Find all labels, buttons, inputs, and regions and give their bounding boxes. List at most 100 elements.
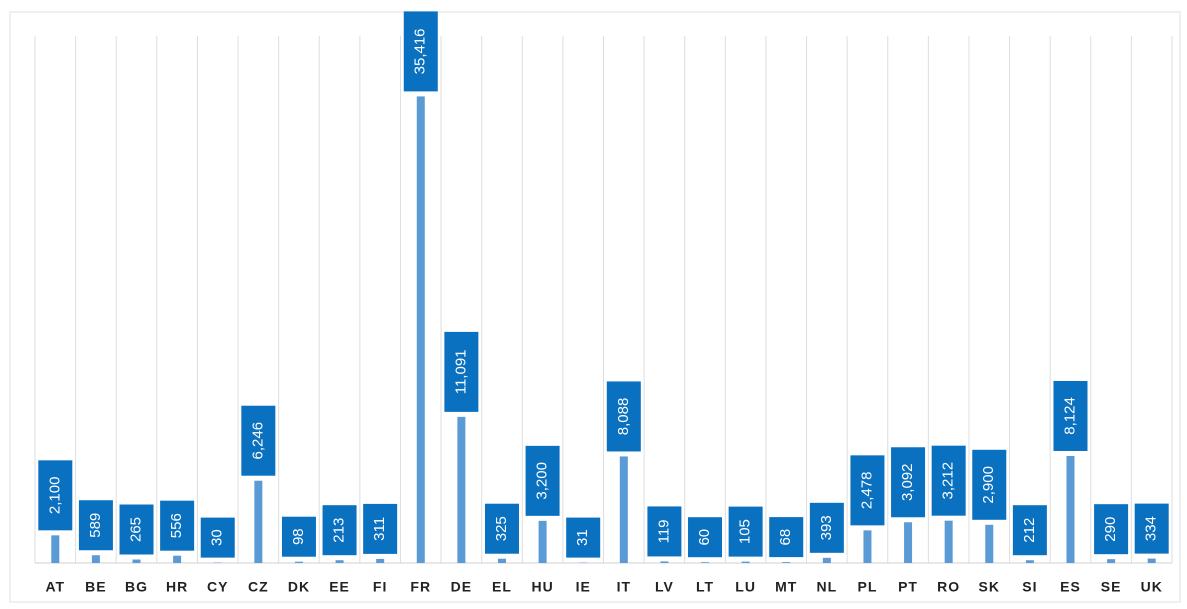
value-label: 119 <box>655 519 672 543</box>
value-label: 35,416 <box>412 28 429 74</box>
x-tick-label: BG <box>125 579 148 595</box>
label-box <box>241 405 276 476</box>
bar <box>904 522 913 563</box>
label-box <box>850 455 885 526</box>
x-tick-label: PL <box>858 579 878 595</box>
chart-border <box>9 11 1181 603</box>
x-tick-label: MT <box>775 579 797 595</box>
bar <box>1147 558 1156 563</box>
label-box <box>809 502 844 553</box>
bar <box>376 558 385 563</box>
value-label: 105 <box>737 519 754 544</box>
x-tick-label: IT <box>617 579 631 595</box>
bar <box>741 561 750 563</box>
label-box <box>1094 504 1129 555</box>
label-box <box>38 460 73 531</box>
label-box <box>363 503 398 554</box>
label-box <box>525 445 560 516</box>
x-tick-label: SE <box>1101 579 1122 595</box>
x-tick-label: DE <box>451 579 472 595</box>
label-box <box>119 504 154 555</box>
bar <box>1066 455 1075 563</box>
x-tick-label: ES <box>1060 579 1081 595</box>
value-label: 3,200 <box>534 462 551 500</box>
label-box <box>931 445 966 516</box>
label-box <box>769 517 804 558</box>
x-tick-label: LT <box>696 579 714 595</box>
x-tick-label: IE <box>576 579 591 595</box>
label-box <box>566 517 601 558</box>
value-label: 265 <box>127 517 144 542</box>
label-box <box>1012 505 1047 556</box>
bar <box>863 530 872 563</box>
label-box <box>606 381 641 452</box>
bar <box>497 558 506 563</box>
bar <box>457 416 466 563</box>
x-tick-label: EE <box>329 579 350 595</box>
x-tick-label: SK <box>979 579 1000 595</box>
bar <box>619 456 628 563</box>
value-label: 2,100 <box>46 477 63 515</box>
value-label: 212 <box>1021 518 1038 543</box>
x-tick-label: NL <box>817 579 838 595</box>
bar <box>782 562 791 563</box>
label-box <box>403 11 438 92</box>
value-label: 8,124 <box>1061 397 1078 435</box>
x-tick-label: HR <box>166 579 188 595</box>
value-label: 3,212 <box>940 462 957 500</box>
value-label: 6,246 <box>249 422 266 460</box>
value-label: 556 <box>168 513 185 538</box>
value-label: 290 <box>1102 517 1119 542</box>
label-box <box>200 517 235 558</box>
bar <box>173 555 182 563</box>
x-tick-label: CZ <box>248 579 269 595</box>
value-label: 98 <box>290 528 307 545</box>
x-tick-label: FI <box>373 579 387 595</box>
label-box <box>444 331 479 412</box>
bar <box>985 524 994 563</box>
value-label: 2,900 <box>980 466 997 504</box>
label-box <box>1053 380 1088 451</box>
value-label: 31 <box>574 529 591 546</box>
value-label: 11,091 <box>452 349 469 394</box>
label-box <box>281 516 316 557</box>
bar <box>254 480 263 563</box>
label-box <box>1134 503 1169 554</box>
x-tick-label: CY <box>207 579 228 595</box>
bar <box>51 535 60 563</box>
value-label: 325 <box>493 516 510 541</box>
value-label: 393 <box>818 515 835 540</box>
label-box <box>78 500 113 551</box>
value-label: 30 <box>209 529 226 546</box>
x-tick-label: AT <box>45 579 65 595</box>
value-label: 213 <box>331 518 348 543</box>
bar <box>91 555 100 563</box>
label-box <box>160 500 195 551</box>
label-box <box>891 447 926 518</box>
label-box <box>484 503 519 554</box>
x-tick-label: LU <box>735 579 756 595</box>
value-label: 68 <box>777 529 794 546</box>
x-tick-label: HU <box>531 579 553 595</box>
bar <box>822 557 831 563</box>
label-box <box>688 517 723 558</box>
value-label: 3,092 <box>899 463 916 501</box>
x-tick-label: SI <box>1022 579 1037 595</box>
value-label: 589 <box>87 513 104 538</box>
x-tick-label: DK <box>288 579 310 595</box>
x-tick-label: FR <box>410 579 431 595</box>
x-tick-label: LV <box>655 579 674 595</box>
bar <box>1107 559 1116 563</box>
bar <box>1025 560 1034 563</box>
bar <box>294 561 303 563</box>
label-box <box>972 449 1007 520</box>
label-box <box>728 506 763 557</box>
value-label: 311 <box>371 517 388 541</box>
label-box <box>647 506 682 557</box>
x-tick-label: PT <box>898 579 918 595</box>
bar <box>660 561 669 563</box>
value-label: 60 <box>696 529 713 546</box>
bar <box>132 559 141 563</box>
x-tick-label: UK <box>1141 579 1163 595</box>
bar <box>416 96 425 564</box>
